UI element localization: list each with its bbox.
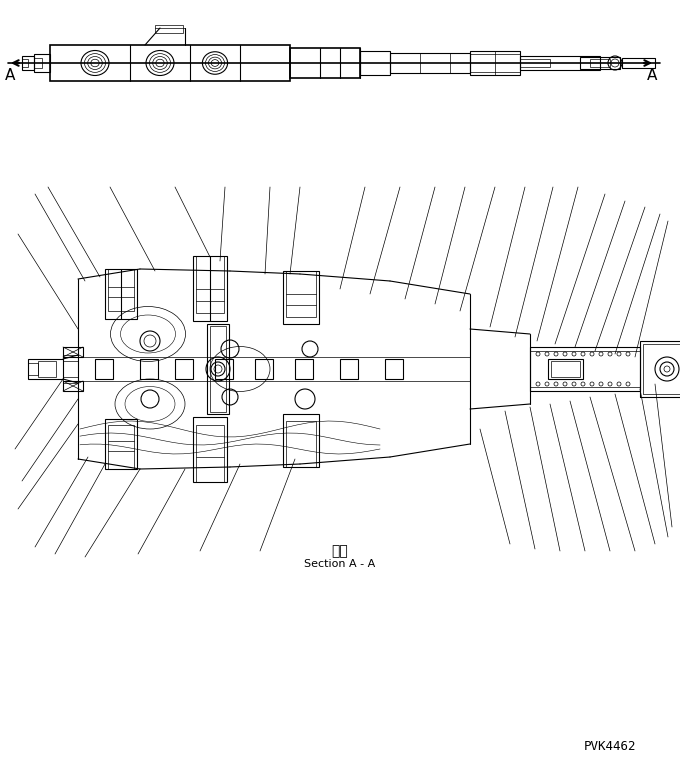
Bar <box>286 421 316 467</box>
Bar <box>95 359 113 379</box>
Bar <box>385 359 403 379</box>
Bar <box>470 54 520 72</box>
Bar <box>215 359 233 379</box>
Bar <box>105 269 137 319</box>
Bar <box>38 361 56 377</box>
Bar <box>28 363 38 375</box>
Bar <box>34 58 42 68</box>
Bar <box>50 45 290 81</box>
Bar <box>290 48 360 78</box>
Bar <box>286 271 316 317</box>
Bar <box>105 419 137 469</box>
Bar <box>520 56 600 70</box>
Text: A: A <box>647 68 657 84</box>
Bar <box>34 54 50 72</box>
Bar <box>28 359 63 379</box>
Bar <box>640 341 680 397</box>
Bar <box>22 56 34 70</box>
Bar <box>63 377 78 383</box>
Bar <box>643 344 680 394</box>
Bar <box>207 324 229 414</box>
Bar <box>551 361 580 377</box>
Bar <box>283 271 319 324</box>
Bar <box>108 269 134 311</box>
Bar <box>196 425 224 482</box>
Bar <box>255 359 273 379</box>
Text: Section A - A: Section A - A <box>305 559 375 569</box>
Bar <box>63 347 83 357</box>
Bar <box>530 347 640 391</box>
Bar <box>390 53 470 73</box>
Bar <box>295 359 313 379</box>
Bar <box>580 57 620 69</box>
Bar <box>520 59 550 67</box>
Bar <box>360 51 390 75</box>
Bar <box>63 355 78 361</box>
Bar <box>193 256 227 321</box>
Bar <box>210 326 226 412</box>
Bar <box>283 414 319 467</box>
Bar <box>193 417 227 482</box>
Bar <box>175 359 193 379</box>
Bar <box>470 51 520 75</box>
Bar <box>548 359 583 379</box>
Bar <box>155 25 183 33</box>
Bar <box>590 59 610 67</box>
Text: A: A <box>5 68 15 84</box>
Bar <box>63 381 83 391</box>
Bar <box>622 58 655 68</box>
Bar <box>196 256 224 313</box>
Bar <box>530 351 640 387</box>
Text: 断面: 断面 <box>332 544 348 558</box>
Bar <box>140 359 158 379</box>
Bar <box>22 59 28 67</box>
Bar <box>108 425 134 469</box>
Bar <box>340 359 358 379</box>
Text: PVK4462: PVK4462 <box>583 741 636 754</box>
